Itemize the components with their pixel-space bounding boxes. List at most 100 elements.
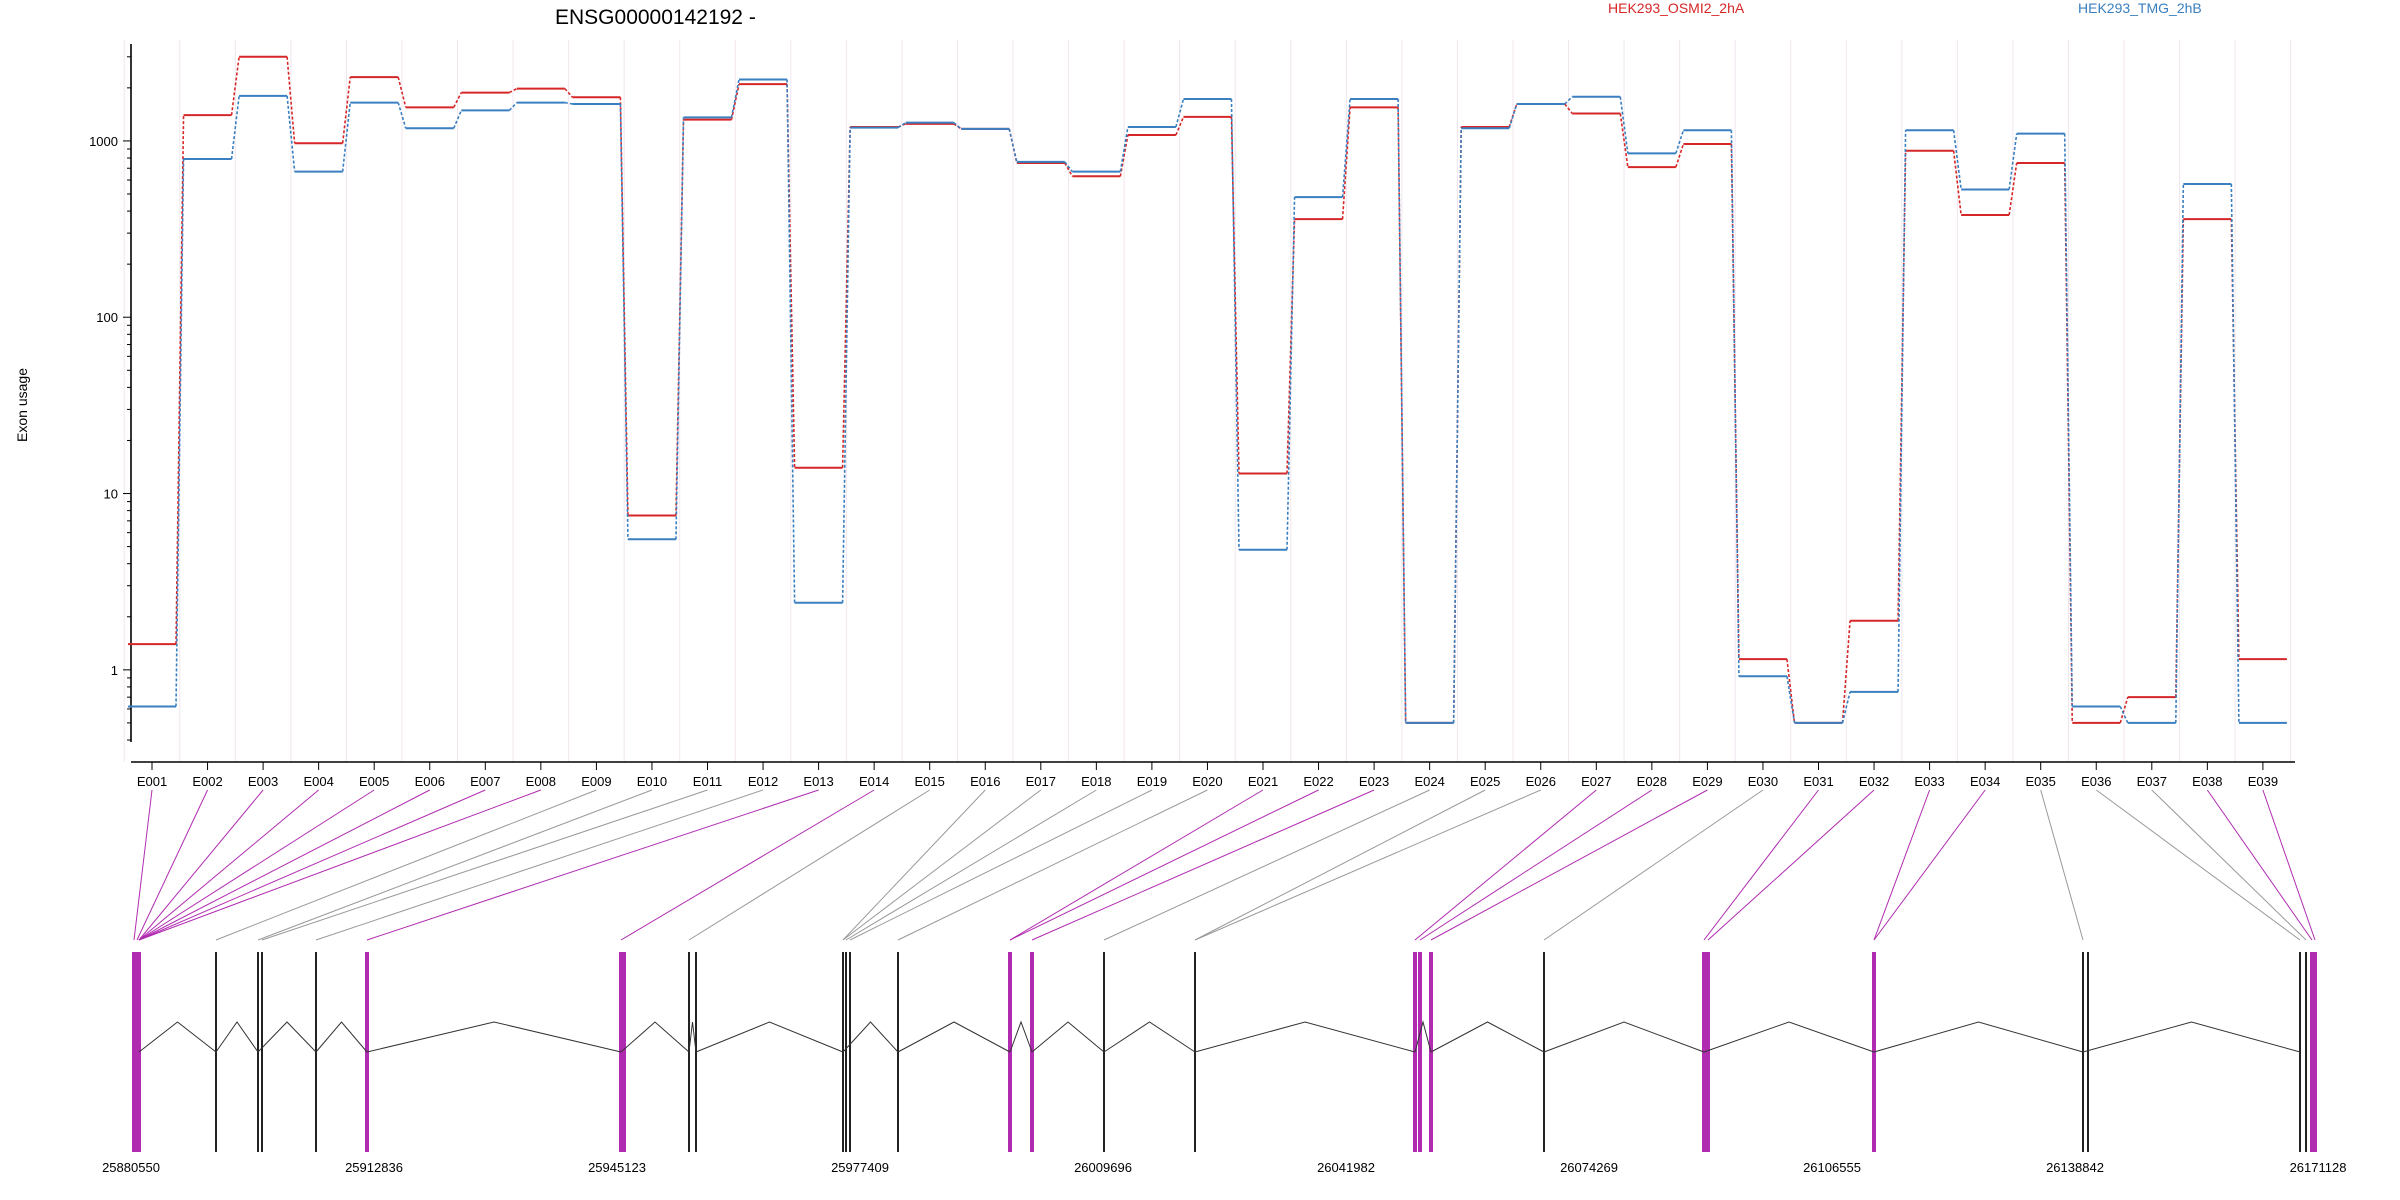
series-connector xyxy=(841,126,851,468)
x-tick-label: E006 xyxy=(415,774,445,789)
intron-arc xyxy=(366,1021,622,1053)
x-tick-label: E026 xyxy=(1526,774,1556,789)
series-connector xyxy=(1786,676,1796,724)
x-tick-label: E035 xyxy=(2026,774,2056,789)
series-connector xyxy=(1008,128,1018,163)
series-connector xyxy=(508,87,518,94)
y-ticks: 1 10 100 1000 xyxy=(89,56,131,741)
chart-title: ENSG00000142192 - xyxy=(555,6,756,29)
x-tick-label: E011 xyxy=(693,774,722,789)
series-connector xyxy=(508,102,518,111)
series-connector xyxy=(1230,98,1240,550)
x-tick-label: E029 xyxy=(1692,774,1722,789)
x-tick-label: E027 xyxy=(1581,774,1611,789)
series-connector xyxy=(1508,103,1518,129)
genomic-tick-label: 25912836 xyxy=(345,1160,403,1175)
x-tick-label: E021 xyxy=(1248,774,1278,789)
series-connector xyxy=(675,117,685,540)
series-connector xyxy=(1452,128,1462,723)
exon-connector xyxy=(1419,789,1653,941)
intron-arc xyxy=(215,1021,259,1053)
grid-lines xyxy=(123,40,2292,762)
intron-arc xyxy=(138,1021,217,1053)
genomic-tick-label: 26138842 xyxy=(2046,1160,2104,1175)
exon-connector xyxy=(138,789,264,941)
exon-connector xyxy=(2262,789,2316,941)
series-connector xyxy=(730,83,740,120)
series-connector xyxy=(1286,197,1296,550)
x-tick-label: E038 xyxy=(2192,774,2222,789)
series-connector xyxy=(564,88,574,98)
x-tick-label: E010 xyxy=(637,774,667,789)
series-connector xyxy=(1175,116,1185,136)
intron-arc xyxy=(1873,1021,2084,1053)
x-tick-label: E016 xyxy=(970,774,1000,789)
x-tick-label: E017 xyxy=(1026,774,1056,789)
genomic-tick-label: 25945123 xyxy=(588,1160,646,1175)
x-tick-label: E033 xyxy=(1914,774,1944,789)
intron-arc xyxy=(688,1021,697,1053)
y-tick-label: 100 xyxy=(96,310,118,325)
series-connector xyxy=(1064,161,1073,173)
series-connector xyxy=(230,95,240,160)
series-connector xyxy=(786,84,796,468)
intron-arc xyxy=(1031,1021,1105,1053)
series-connector xyxy=(1897,130,1907,692)
series-connector xyxy=(897,121,907,129)
x-tick-label: E024 xyxy=(1414,774,1444,789)
exon-connector xyxy=(1009,789,1319,941)
genomic-tick-label: 25977409 xyxy=(831,1160,889,1175)
series-connector xyxy=(1952,150,1962,216)
exon-connector xyxy=(688,789,930,941)
x-tick-label: E001 xyxy=(137,774,167,789)
exon-connector xyxy=(2151,789,2307,941)
exon-connector xyxy=(1031,789,1375,941)
y-axis-label: Exon usage xyxy=(14,368,30,442)
series-connector xyxy=(1341,107,1351,220)
exon-connector xyxy=(1703,789,1819,941)
series-connector xyxy=(786,79,796,603)
exon-connector xyxy=(2206,789,2313,941)
legend-entry-series-b: HEK293_TMG_2hB xyxy=(2078,0,2202,16)
x-tick-label: E002 xyxy=(192,774,222,789)
exon-connector xyxy=(257,789,653,941)
series-connector xyxy=(953,122,962,130)
series-connector xyxy=(341,77,351,144)
series-connector xyxy=(286,95,296,172)
x-tick-label: E023 xyxy=(1359,774,1389,789)
x-tick-label: E039 xyxy=(2248,774,2278,789)
series-connector xyxy=(175,115,185,645)
exon-connector xyxy=(366,789,819,941)
series-connector xyxy=(564,101,573,105)
x-tick-label: E025 xyxy=(1470,774,1500,789)
x-tick-label: E022 xyxy=(1303,774,1333,789)
x-tick-label: E009 xyxy=(581,774,611,789)
intron-arc xyxy=(315,1021,368,1053)
series-connector xyxy=(1786,659,1796,724)
series-connector xyxy=(1119,126,1129,172)
exon-connector xyxy=(1873,789,1931,941)
x-tick-label: E032 xyxy=(1859,774,1889,789)
series-b xyxy=(128,78,2287,724)
series-connector xyxy=(2008,133,2018,190)
exon-connector xyxy=(897,789,1208,941)
intron-arc xyxy=(1414,1020,1432,1053)
x-tick-label: E028 xyxy=(1637,774,1667,789)
exon-connector xyxy=(1009,789,1264,941)
series-connector xyxy=(1730,130,1740,677)
series-lines xyxy=(128,55,2287,724)
series-connector xyxy=(1841,620,1851,723)
x-tick-label: E004 xyxy=(303,774,333,789)
exon-connectors xyxy=(133,789,2316,941)
x-ticks: E001 E002 E003 E004 E005 E006 E007 E008 E009 E010… xyxy=(137,762,2278,789)
x-tick-label: E007 xyxy=(470,774,500,789)
exon-connector xyxy=(2095,789,2301,941)
series-connector xyxy=(730,79,740,118)
series-a xyxy=(128,55,2287,724)
series-connector xyxy=(2119,696,2129,724)
intron-arc xyxy=(1430,1021,1545,1053)
x-tick-label: E018 xyxy=(1081,774,1111,789)
series-connector xyxy=(1675,129,1685,154)
series-connector xyxy=(1675,143,1685,168)
x-tick-label: E008 xyxy=(526,774,556,789)
